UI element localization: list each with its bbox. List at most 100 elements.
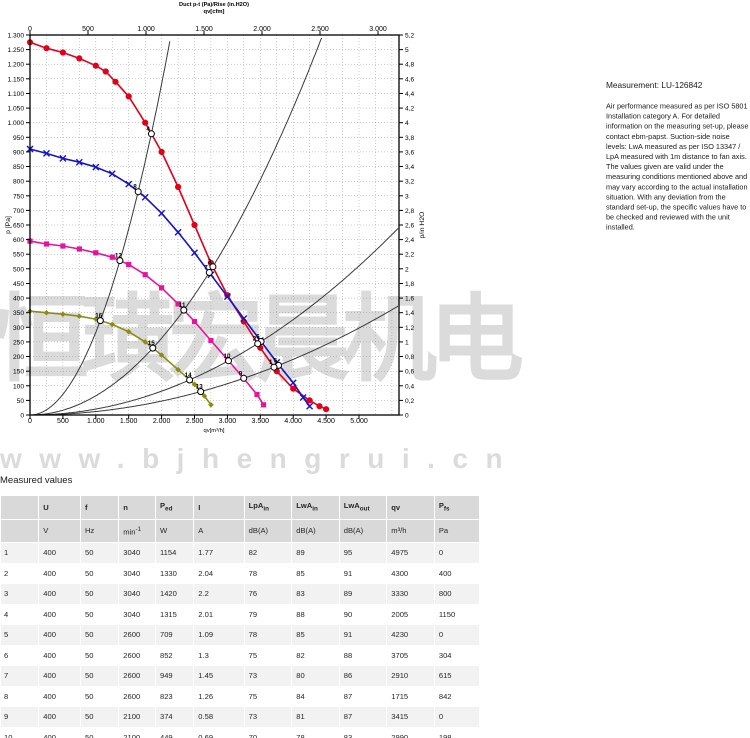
svg-text:1.100: 1.100 xyxy=(7,91,24,98)
svg-text:measuring conditions mentioned: measuring conditions mentioned above and xyxy=(606,172,747,181)
svg-text:qv[m³/h]: qv[m³/h] xyxy=(204,428,225,434)
svg-text:0,6: 0,6 xyxy=(405,369,414,376)
svg-text:11: 11 xyxy=(179,302,186,309)
svg-text:4,8: 4,8 xyxy=(405,62,414,69)
svg-text:levels: LwA measured as per IS: levels: LwA measured as per ISO 13347 / xyxy=(606,142,741,151)
svg-text:2,8: 2,8 xyxy=(405,208,414,215)
svg-text:be checked and reviewed with t: be checked and reviewed with the unit xyxy=(606,213,730,222)
svg-text:LpA measured with 1m distance: LpA measured with 1m distance to fan axi… xyxy=(606,152,747,161)
svg-text:3,6: 3,6 xyxy=(405,149,414,156)
svg-text:400: 400 xyxy=(13,296,24,303)
svg-text:100: 100 xyxy=(13,383,24,390)
svg-text:www.bjhengrui.cn: www.bjhengrui.cn xyxy=(0,443,520,474)
svg-text:1,4: 1,4 xyxy=(405,310,414,317)
svg-text:200: 200 xyxy=(13,354,24,361)
svg-text:350: 350 xyxy=(13,310,24,317)
svg-text:1.000: 1.000 xyxy=(87,418,105,425)
svg-text:50: 50 xyxy=(17,398,25,405)
svg-text:500: 500 xyxy=(13,266,24,273)
svg-text:9: 9 xyxy=(239,370,243,377)
svg-text:may vary according to the actu: may vary according to the actual install… xyxy=(606,182,748,191)
svg-text:3,4: 3,4 xyxy=(405,164,414,171)
svg-text:Duct p-t (Pa)/Rise (in.H2O): Duct p-t (Pa)/Rise (in.H2O) xyxy=(179,2,249,8)
svg-text:5: 5 xyxy=(274,357,278,364)
svg-text:1.300: 1.300 xyxy=(7,33,24,40)
svg-text:3: 3 xyxy=(405,193,409,200)
svg-text:1.000: 1.000 xyxy=(137,26,155,33)
svg-text:750: 750 xyxy=(13,193,24,200)
svg-text:300: 300 xyxy=(13,325,24,332)
svg-text:3.000: 3.000 xyxy=(219,418,237,425)
svg-text:installed.: installed. xyxy=(606,223,635,232)
svg-text:800: 800 xyxy=(13,179,24,186)
svg-text:4,6: 4,6 xyxy=(405,76,414,83)
svg-text:0,8: 0,8 xyxy=(405,354,414,361)
svg-text:4,4: 4,4 xyxy=(405,91,414,98)
svg-text:5: 5 xyxy=(405,47,409,54)
svg-text:1.050: 1.050 xyxy=(7,106,24,113)
svg-text:950: 950 xyxy=(13,135,24,142)
svg-text:5.000: 5.000 xyxy=(350,418,368,425)
svg-text:16: 16 xyxy=(95,313,103,320)
svg-text:500: 500 xyxy=(82,26,94,33)
svg-text:2.000: 2.000 xyxy=(253,26,271,33)
svg-text:600: 600 xyxy=(13,237,24,244)
svg-text:13: 13 xyxy=(196,384,204,391)
svg-text:15: 15 xyxy=(148,340,156,347)
svg-text:550: 550 xyxy=(13,252,24,259)
svg-text:1.500: 1.500 xyxy=(195,26,213,33)
svg-text:information on the measuring s: information on the measuring set-up, ple… xyxy=(606,122,748,131)
svg-text:0: 0 xyxy=(28,26,32,33)
svg-text:14: 14 xyxy=(185,372,193,379)
svg-text:1,2: 1,2 xyxy=(405,325,414,332)
svg-text:4.500: 4.500 xyxy=(317,418,335,425)
svg-text:Measurement: LU-126842: Measurement: LU-126842 xyxy=(606,80,703,90)
svg-text:4.000: 4.000 xyxy=(284,418,302,425)
svg-text:250: 250 xyxy=(13,339,24,346)
svg-text:situation. With any deviation: situation. With any deviation from the xyxy=(606,192,726,201)
svg-text:1: 1 xyxy=(269,359,273,366)
svg-text:0: 0 xyxy=(20,413,24,420)
svg-text:0,2: 0,2 xyxy=(405,398,414,405)
svg-text:1.200: 1.200 xyxy=(7,62,24,69)
svg-text:0,4: 0,4 xyxy=(405,383,414,390)
svg-text:3: 3 xyxy=(208,259,212,266)
svg-text:4: 4 xyxy=(405,120,409,127)
svg-text:10: 10 xyxy=(224,353,232,360)
svg-text:qv[cfm]: qv[cfm] xyxy=(204,9,225,15)
svg-text:2: 2 xyxy=(405,266,409,273)
svg-text:4,2: 4,2 xyxy=(405,106,414,113)
svg-text:1.500: 1.500 xyxy=(120,418,138,425)
svg-text:2.500: 2.500 xyxy=(311,26,329,33)
svg-text:p/in H2O: p/in H2O xyxy=(419,212,426,239)
svg-text:Installation category A. For d: Installation category A. For detailed xyxy=(606,112,720,121)
svg-text:Air performance measured as pe: Air performance measured as per ISO 5801 xyxy=(606,102,748,111)
svg-text:5,2: 5,2 xyxy=(405,33,414,40)
svg-text:2,6: 2,6 xyxy=(405,223,414,230)
svg-text:650: 650 xyxy=(13,223,24,230)
svg-text:contact ebm-papst. Suction-sid: contact ebm-papst. Suction-side noise xyxy=(606,132,730,141)
svg-text:8: 8 xyxy=(133,184,137,191)
svg-text:450: 450 xyxy=(13,281,24,288)
svg-text:2.000: 2.000 xyxy=(153,418,171,425)
svg-text:6: 6 xyxy=(256,334,260,341)
svg-text:4: 4 xyxy=(146,126,150,133)
svg-text:2.500: 2.500 xyxy=(186,418,204,425)
svg-text:3.000: 3.000 xyxy=(369,26,387,33)
svg-text:700: 700 xyxy=(13,208,24,215)
svg-text:0: 0 xyxy=(28,418,32,425)
svg-text:150: 150 xyxy=(13,369,24,376)
svg-text:3,8: 3,8 xyxy=(405,135,414,142)
svg-text:1,8: 1,8 xyxy=(405,281,414,288)
svg-text:850: 850 xyxy=(13,164,24,171)
svg-text:2,4: 2,4 xyxy=(405,237,414,244)
svg-text:1.150: 1.150 xyxy=(7,76,24,83)
svg-text:3,2: 3,2 xyxy=(405,179,414,186)
svg-text:900: 900 xyxy=(13,149,24,156)
svg-text:1.250: 1.250 xyxy=(7,47,24,54)
svg-text:standard set-up, the specific: standard set-up, the specific values hav… xyxy=(606,203,746,212)
svg-text:2: 2 xyxy=(253,336,257,343)
svg-text:12: 12 xyxy=(115,253,123,260)
svg-text:The values given are valid und: The values given are valid under the xyxy=(606,162,724,171)
svg-text:2,2: 2,2 xyxy=(405,252,414,259)
